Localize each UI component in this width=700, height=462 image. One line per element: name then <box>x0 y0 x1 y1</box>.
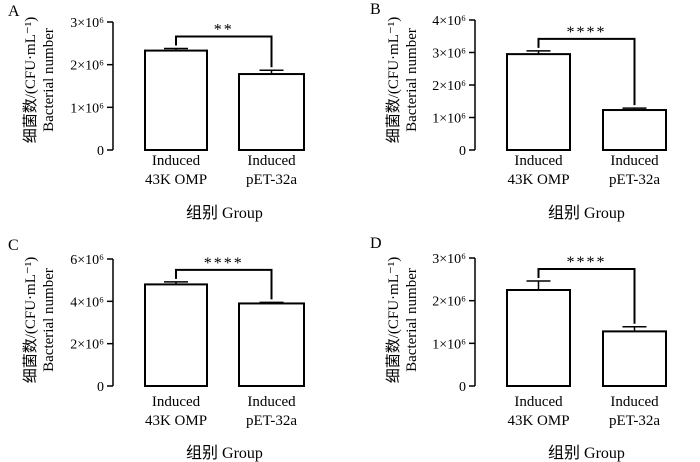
category-label: Induced <box>610 153 659 169</box>
y-tick-label: 3×10⁶ <box>432 47 466 62</box>
y-axis-label: 细菌数/(CFU·mL⁻¹) Bacterial number <box>385 17 420 144</box>
y-tick-label: 2×10⁶ <box>432 295 466 310</box>
chart-panel-b: B 0 1×10⁶ 2×10⁶ 3×10⁶ 4×10⁶ 细菌数/(CFU·mL⁻¹) Bact… <box>370 1 667 222</box>
significance-bracket <box>175 268 273 300</box>
y-tick-label: 0 <box>459 380 466 395</box>
y-axis-label-zh: 细菌数/(CFU·mL⁻¹) <box>22 257 39 384</box>
x-axis-label: 组别 Group <box>186 444 263 462</box>
panel-letter: B <box>370 1 381 18</box>
category-label: pET-32a <box>246 413 297 429</box>
y-axis-label: 细菌数/(CFU·mL⁻¹) Bacterial number <box>22 257 57 384</box>
chart-panel-a: A 0 1×10⁶ 2×10⁶ 3×10⁶ 细菌数/(CFU·mL⁻¹) Bacterial… <box>8 3 305 222</box>
y-tick-label: 3×10⁶ <box>70 16 104 31</box>
y-axis-label-en: Bacterial number <box>41 268 57 372</box>
category-label: Induced <box>610 394 659 410</box>
y-axis-label-zh: 细菌数/(CFU·mL⁻¹) <box>385 257 402 384</box>
y-tick-label: 2×10⁶ <box>70 59 104 74</box>
chart-panel-d: D 0 1×10⁶ 2×10⁶ 3×10⁶ 细菌数/(CFU·mL⁻¹) Bacterial… <box>370 235 667 462</box>
y-tick-label: 0 <box>97 380 104 395</box>
y-axis-label: 细菌数/(CFU·mL⁻¹) Bacterial number <box>385 257 420 384</box>
significance-label: **** <box>567 254 607 271</box>
y-tick-label: 2×10⁶ <box>70 338 104 353</box>
y-axis-label-en: Bacterial number <box>41 28 57 132</box>
category-label: 43K OMP <box>145 172 207 188</box>
category-label: Induced <box>152 153 201 169</box>
category-label: Induced <box>152 394 201 410</box>
category-label: Induced <box>247 394 296 410</box>
bar-2 <box>602 109 667 151</box>
category-label: Induced <box>247 153 296 169</box>
category-label: 43K OMP <box>507 172 569 188</box>
bar-1 <box>144 283 208 387</box>
significance-bracket <box>537 37 636 106</box>
y-axis-label-en: Bacterial number <box>404 268 420 372</box>
panel-letter: A <box>8 3 20 20</box>
y-tick-label: 4×10⁶ <box>70 295 104 310</box>
y-tick-label: 0 <box>97 144 104 159</box>
category-label: Induced <box>514 394 563 410</box>
panel-letter: C <box>8 237 19 254</box>
category-label: Induced <box>514 153 563 169</box>
bar-1 <box>144 49 208 151</box>
x-axis-label: 组别 Group <box>548 444 625 462</box>
bar-2 <box>238 73 305 151</box>
y-tick-label: 1×10⁶ <box>432 112 466 127</box>
y-tick-label: 0 <box>459 144 466 159</box>
chart-panel-c: C 0 2×10⁶ 4×10⁶ 6×10⁶ 细菌数/(CFU·mL⁻¹) Bacterial… <box>8 237 305 462</box>
y-tick-label: 3×10⁶ <box>432 252 466 267</box>
significance-label: ** <box>214 21 234 38</box>
significance-bracket <box>175 35 273 68</box>
bar-1 <box>506 289 571 387</box>
category-label: pET-32a <box>609 413 660 429</box>
bar-2 <box>238 302 305 388</box>
category-label: pET-32a <box>246 172 297 188</box>
significance-bracket <box>537 268 636 324</box>
x-axis-label: 组别 Group <box>548 204 625 222</box>
bar-2 <box>602 330 667 387</box>
y-tick-label: 4×10⁶ <box>432 14 466 29</box>
y-axis-label-zh: 细菌数/(CFU·mL⁻¹) <box>22 17 39 144</box>
category-label: 43K OMP <box>145 413 207 429</box>
y-tick-label: 6×10⁶ <box>70 253 104 268</box>
significance-label: **** <box>567 24 607 41</box>
bar-1 <box>506 53 571 151</box>
y-axis-label-zh: 细菌数/(CFU·mL⁻¹) <box>385 17 402 144</box>
x-axis-label: 组别 Group <box>186 204 263 222</box>
significance-label: **** <box>204 255 244 272</box>
y-axis-label-en: Bacterial number <box>404 28 420 132</box>
category-label: 43K OMP <box>507 413 569 429</box>
category-label: pET-32a <box>609 172 660 188</box>
y-axis-label: 细菌数/(CFU·mL⁻¹) Bacterial number <box>22 17 57 144</box>
y-tick-label: 2×10⁶ <box>432 79 466 94</box>
y-tick-label: 1×10⁶ <box>432 337 466 352</box>
y-tick-label: 1×10⁶ <box>70 101 104 116</box>
panel-letter: D <box>370 235 382 252</box>
